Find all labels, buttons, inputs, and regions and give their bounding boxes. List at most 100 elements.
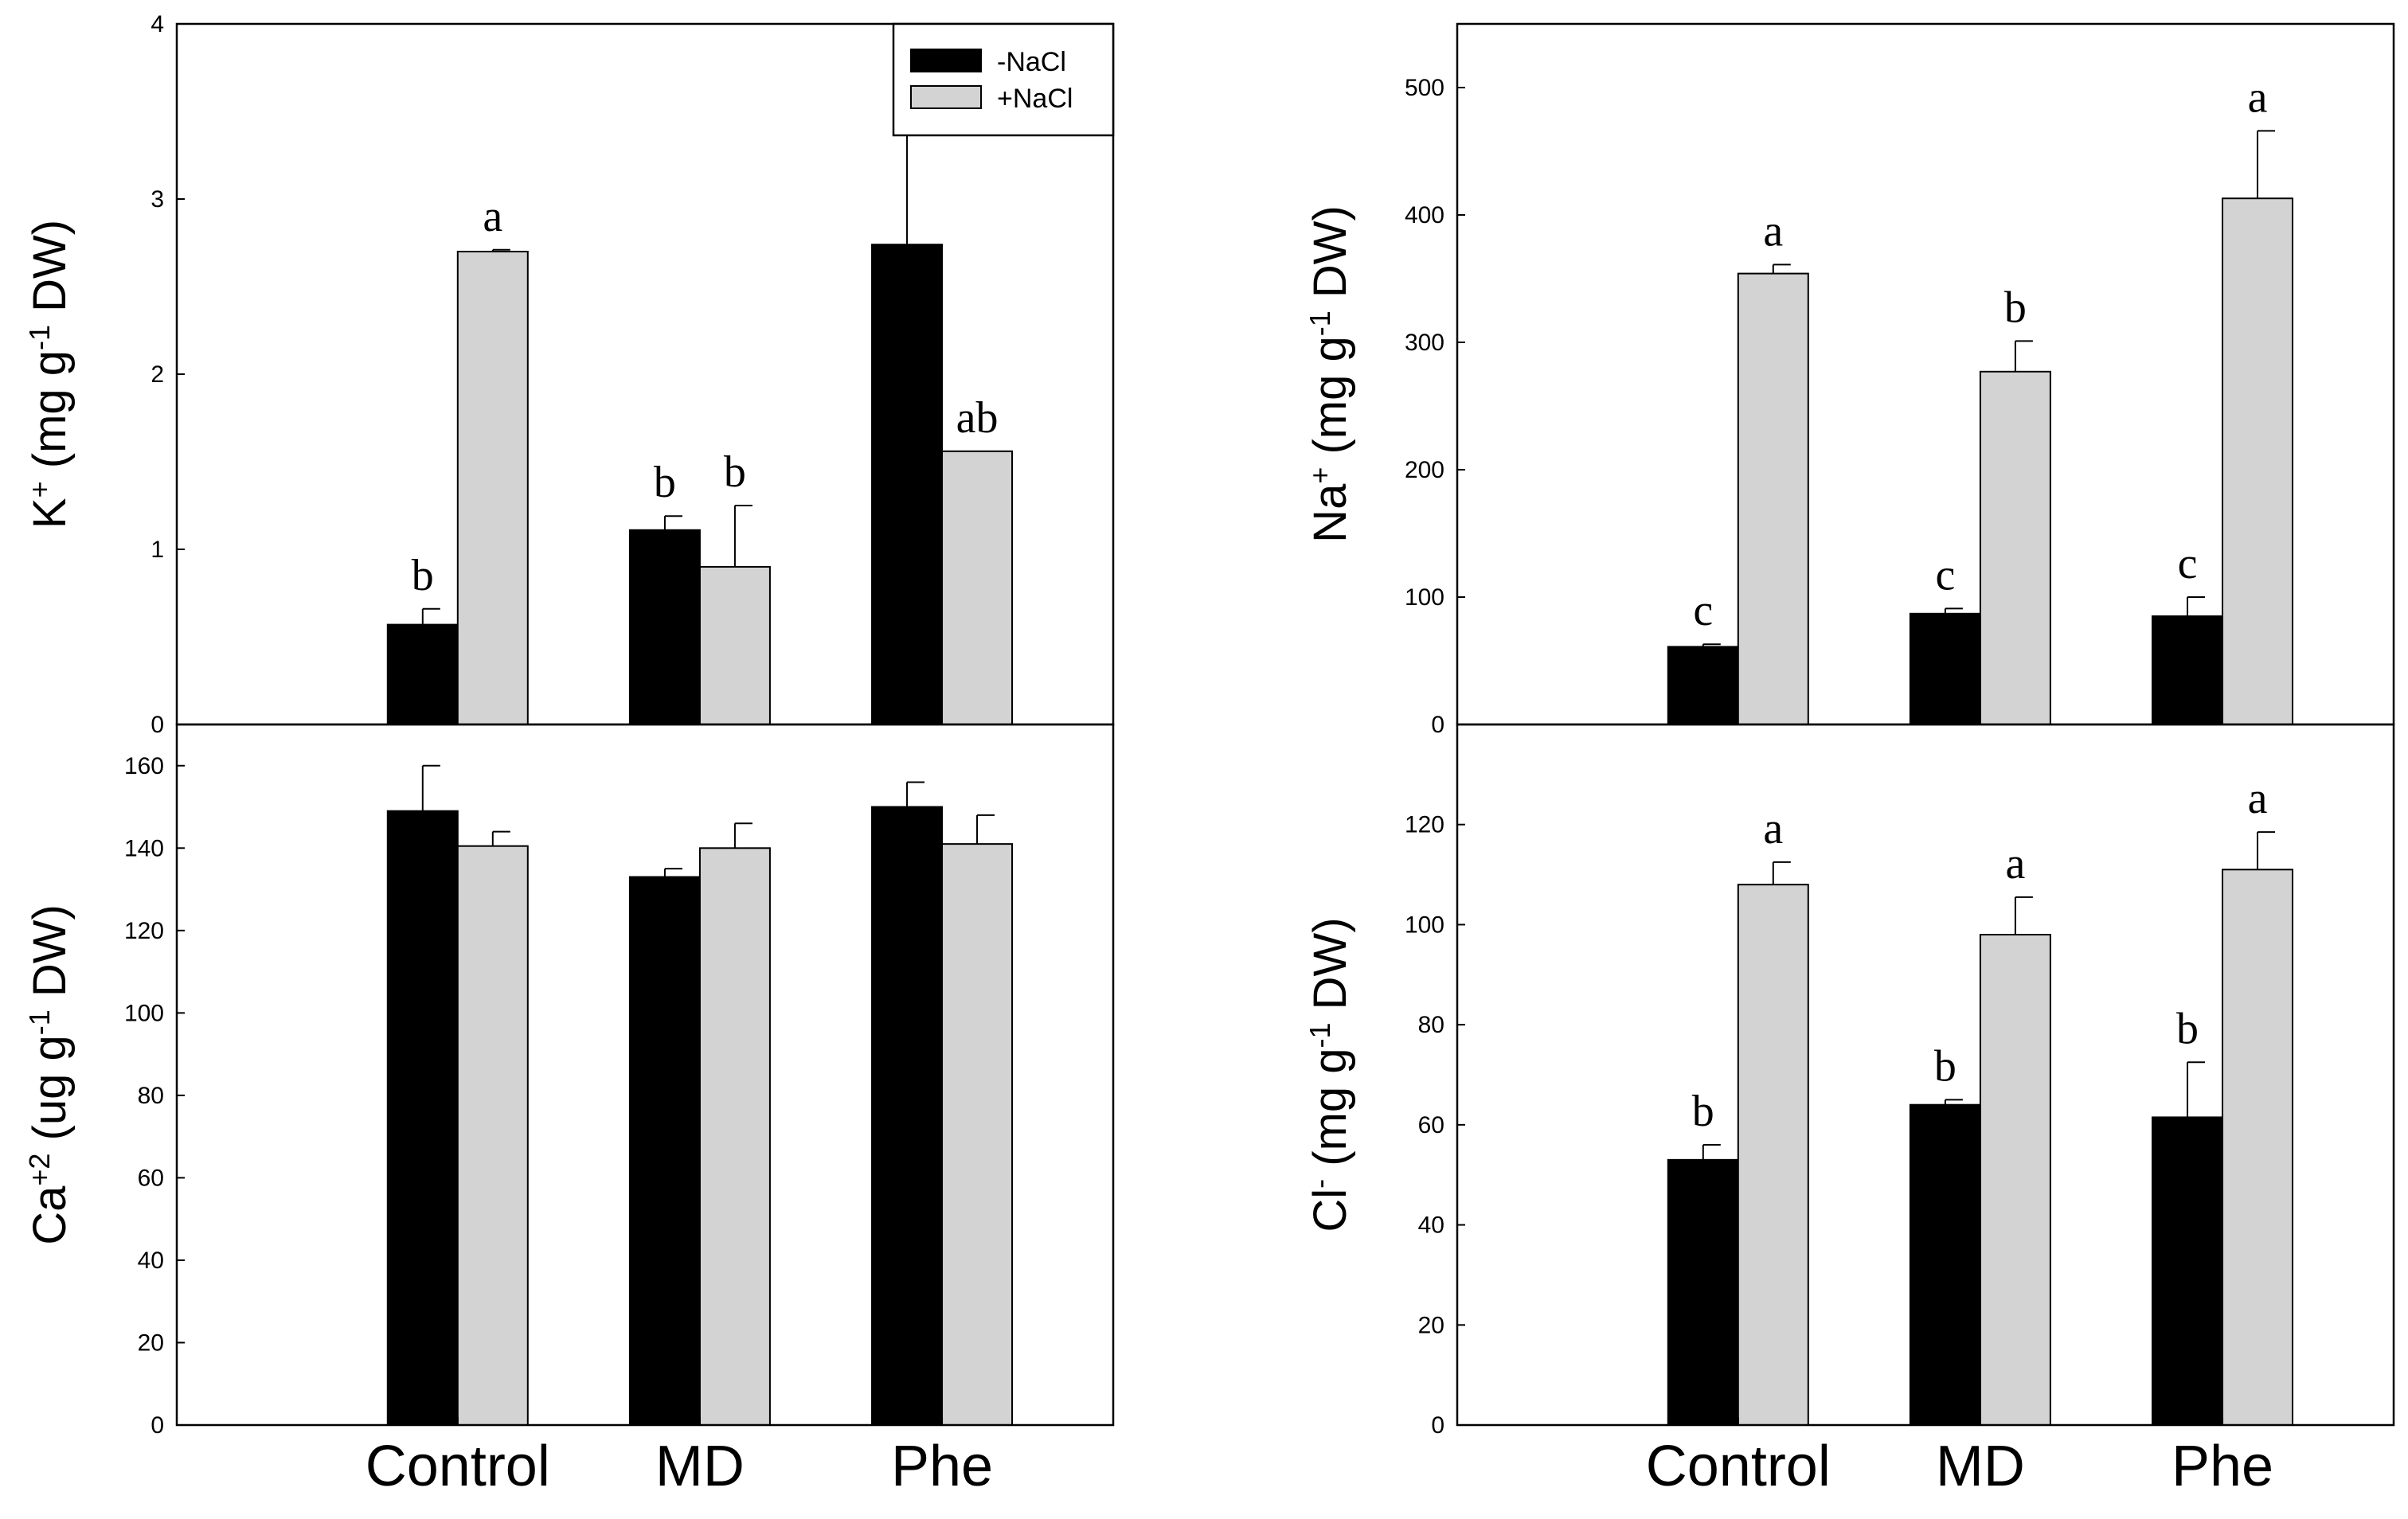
ca-y-tick-label: 40 — [138, 1248, 164, 1274]
na-y-tick-label: 400 — [1405, 202, 1444, 228]
cl-y-tick-label: 100 — [1405, 912, 1444, 938]
na-bar-minus-phe — [2152, 615, 2224, 725]
cl-bar-plus-control — [1737, 884, 1809, 1426]
k-significance-letter: b — [654, 458, 676, 507]
ca-x-tick-label-md: MD — [655, 1435, 745, 1498]
k-y-axis-label: K+ (mg g-1 DW) — [23, 220, 76, 529]
k-bar-plus-phe — [941, 450, 1014, 725]
na-y-axis-label: Na+ (mg g-1 DW) — [1304, 205, 1357, 543]
cl-y-tick-label: 80 — [1418, 1012, 1444, 1038]
k-significance-letter: b — [724, 447, 746, 497]
cl-significance-letter: b — [1934, 1041, 1956, 1091]
cl-y-tick-label: 20 — [1418, 1312, 1444, 1338]
na-significance-letter: c — [1693, 586, 1713, 635]
ca-y-tick-label: 0 — [150, 1412, 164, 1439]
cl-significance-letter: b — [1692, 1087, 1714, 1136]
k-bar-minus-md — [628, 529, 701, 725]
k-bar-minus-phe — [871, 244, 944, 725]
cl-y-tick-label: 40 — [1418, 1212, 1444, 1239]
ca-bar-minus-md — [628, 876, 701, 1426]
na-y-tick-label: 0 — [1431, 712, 1444, 738]
ca-y-tick-label: 100 — [124, 1000, 164, 1026]
na-bar-plus-md — [1979, 370, 2051, 725]
cl-y-axis-label: Cl- (mg g-1 DW) — [1304, 917, 1357, 1232]
cl-significance-letter: a — [2005, 839, 2025, 888]
cl-x-tick-label-phe: Phe — [2172, 1435, 2273, 1498]
k-significance-letter: ab — [956, 393, 999, 443]
legend-swatch-minus-nacl — [910, 49, 982, 72]
ca-bar-minus-phe — [871, 806, 944, 1426]
na-y-tick-label: 500 — [1405, 75, 1444, 101]
na-significance-letter: a — [2248, 72, 2268, 122]
cl-significance-letter: a — [1763, 804, 1783, 853]
legend-swatch-plus-nacl — [910, 85, 982, 109]
cl-bar-plus-md — [1979, 934, 2051, 1426]
ca-y-tick-label: 140 — [124, 835, 164, 861]
na-bar-minus-md — [1909, 612, 1981, 725]
na-significance-letter: a — [1763, 206, 1783, 256]
na-y-tick-label: 100 — [1405, 584, 1444, 611]
cl-plot-frame — [1456, 723, 2395, 1427]
ca-x-ticks: Control MD Phe — [366, 1417, 993, 1498]
cl-bar-minus-md — [1909, 1103, 1981, 1426]
ca-bar-plus-phe — [941, 843, 1014, 1426]
na-significance-letter: b — [2004, 283, 2027, 332]
ca-y-axis-label: Ca+2 (ug g-1 DW) — [23, 904, 76, 1245]
cl-y-tick-label: 60 — [1418, 1112, 1444, 1138]
k-bar-plus-control — [456, 251, 529, 725]
k-bars: babbaab — [386, 72, 1014, 725]
ca-y-tick-label: 80 — [138, 1083, 164, 1109]
cl-bar-plus-phe — [2222, 869, 2294, 1427]
k-significance-letter: b — [412, 551, 434, 600]
legend: -NaCl +NaCl — [892, 22, 1115, 137]
ca-y-tick-label: 20 — [138, 1330, 164, 1356]
ca-bar-minus-control — [386, 810, 459, 1426]
cl-x-tick-label-control: Control — [1646, 1435, 1831, 1498]
k-y-tick-label: 0 — [150, 712, 164, 738]
k-bar-minus-control — [386, 623, 459, 725]
k-y-tick-label: 1 — [150, 537, 164, 563]
cl-x-ticks: Control MD Phe — [1646, 1417, 2273, 1498]
na-significance-letter: c — [1935, 550, 1955, 599]
cl-bar-minus-phe — [2152, 1116, 2224, 1427]
k-y-ticks: 0 1 2 3 4 — [150, 11, 185, 738]
legend-label-minus-nacl: -NaCl — [997, 47, 1066, 77]
cl-y-ticks: 0 20 40 60 80 100 120 — [1405, 812, 1465, 1439]
panel-ca: 0 20 40 60 80 100 120 140 160 Control MD Phe Ca+2 … — [23, 723, 1115, 1498]
k-y-tick-label: 4 — [150, 11, 164, 37]
panel-cl: b a b a b a 0 20 40 60 80 100 120 Control MD Phe Cl- … — [1304, 723, 2395, 1498]
na-bar-plus-control — [1737, 272, 1809, 726]
ca-bars — [386, 764, 1014, 1427]
cl-bar-minus-control — [1667, 1158, 1739, 1427]
cl-y-tick-label: 0 — [1431, 1412, 1444, 1439]
legend-box — [892, 22, 1115, 137]
ca-plot-frame — [175, 723, 1115, 1427]
na-significance-letter: c — [2178, 539, 2198, 588]
na-bars: c a c b c a — [1667, 72, 2294, 726]
legend-label-plus-nacl: +NaCl — [997, 84, 1073, 114]
ca-bar-plus-control — [456, 845, 529, 1427]
cl-significance-letter: b — [2176, 1004, 2199, 1053]
ca-x-tick-label-phe: Phe — [891, 1435, 993, 1498]
ca-y-ticks: 0 20 40 60 80 100 120 140 160 — [124, 753, 185, 1439]
ca-x-tick-label-control: Control — [366, 1435, 550, 1498]
ca-y-tick-label: 60 — [138, 1165, 164, 1191]
na-bar-plus-phe — [2222, 197, 2294, 725]
na-y-tick-label: 200 — [1405, 457, 1444, 483]
na-bar-minus-control — [1667, 646, 1739, 726]
cl-y-tick-label: 120 — [1405, 812, 1444, 838]
cl-x-tick-label-md: MD — [1936, 1435, 2025, 1498]
k-y-tick-label: 2 — [150, 361, 164, 388]
cl-bars: b a b a b a — [1667, 774, 2294, 1427]
k-significance-letter: a — [483, 192, 502, 241]
k-y-tick-label: 3 — [150, 186, 164, 213]
ca-y-tick-label: 160 — [124, 753, 164, 779]
na-y-ticks: 0 100 200 300 400 500 — [1405, 75, 1465, 738]
ca-bar-plus-md — [698, 847, 771, 1426]
k-bar-plus-md — [698, 566, 771, 725]
na-y-tick-label: 300 — [1405, 330, 1444, 356]
cl-significance-letter: a — [2248, 774, 2268, 823]
ca-y-tick-label: 120 — [124, 918, 164, 944]
